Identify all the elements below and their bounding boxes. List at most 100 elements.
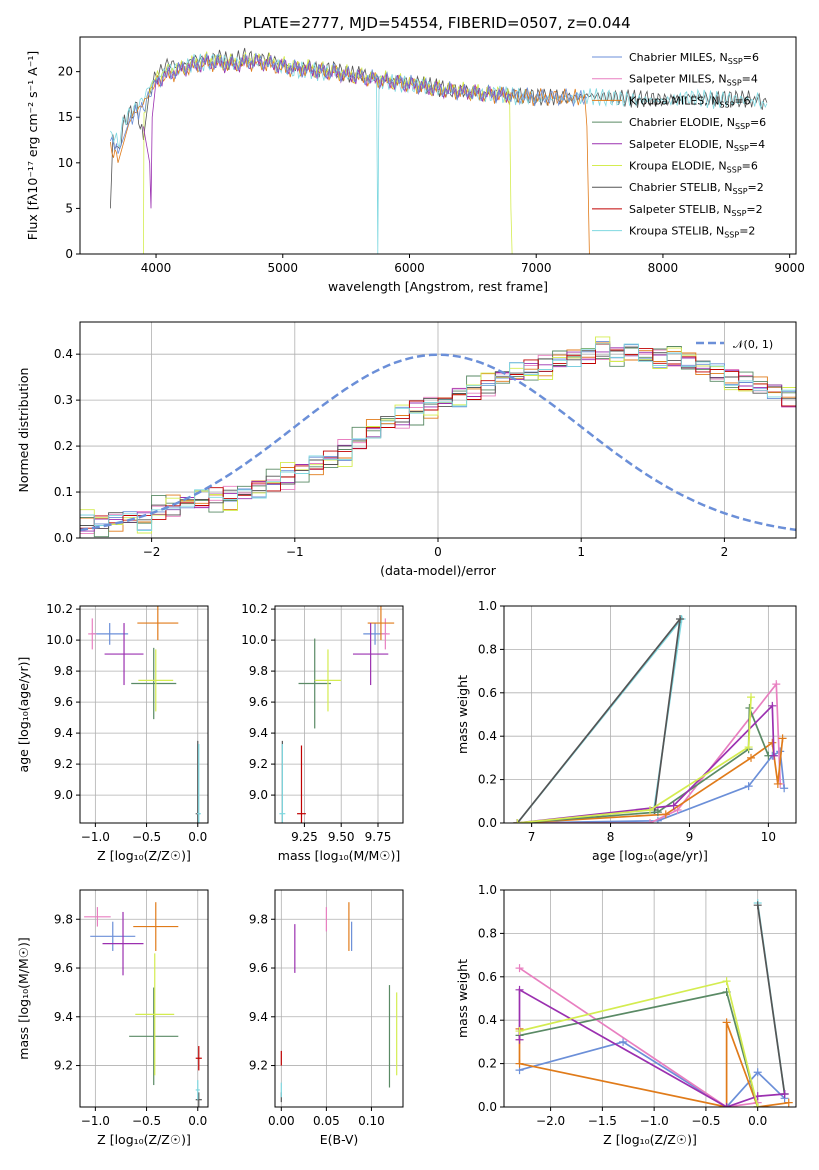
weight-marker-salpeter_elodie — [515, 985, 524, 994]
y-tick-label: 0.6 — [478, 970, 497, 984]
legend-entry-chabrier_miles: Chabrier MILES, NSSP=6 — [629, 51, 759, 66]
errorbar-kroupa_stelib — [195, 1080, 200, 1100]
x-axis-label: mass [log₁₀(M/M☉)] — [278, 848, 400, 863]
plot-area-massweight_vs_age — [513, 615, 789, 823]
weight-marker-kroupa_elodie — [515, 1027, 524, 1036]
x-tick-label: 0.0 — [748, 1114, 767, 1128]
weight-marker-chabrier_miles — [619, 1037, 628, 1046]
weight-line-chabrier_stelib — [756, 905, 786, 1095]
weight-marker-kroupa_miles — [784, 1098, 793, 1107]
axes-frame — [274, 605, 404, 824]
legend-entry-chabrier_stelib: Chabrier STELIB, NSSP=2 — [629, 181, 764, 196]
normal-curve — [80, 353, 796, 532]
weight-marker-salpeter_miles — [646, 819, 654, 823]
weight-marker-kroupa_miles — [515, 1059, 524, 1068]
y-tick-label: 9.2 — [249, 757, 268, 771]
axes-frame — [79, 36, 797, 255]
x-tick-label: −1.0 — [640, 1114, 669, 1128]
axes-frame — [274, 889, 404, 1108]
x-tick-label: 9 — [686, 830, 694, 844]
x-tick-label: 4000 — [141, 261, 172, 275]
x-tick-label: 7 — [528, 830, 536, 844]
x-axis-label: age [log₁₀(age/yr)] — [592, 848, 708, 863]
y-tick-label: 10.0 — [46, 633, 73, 647]
weight-marker-chabrier_miles — [753, 1068, 762, 1077]
errorbar-chabrier_elodie — [129, 987, 179, 1086]
y-tick-label: 0 — [65, 247, 73, 261]
y-tick-label: 0.0 — [54, 531, 73, 545]
x-tick-label: 0.05 — [313, 1114, 340, 1128]
errorbar-salpeter_stelib — [195, 1046, 202, 1071]
x-tick-label: 0.00 — [268, 1114, 295, 1128]
y-tick-label: 9.2 — [54, 757, 73, 771]
x-tick-label: −1.0 — [81, 830, 110, 844]
legend-entry-kroupa_miles: Kroupa MILES, NSSP=6 — [629, 94, 751, 109]
weight-marker-kroupa_elodie — [753, 1103, 762, 1107]
weight-marker-chabrier_elodie — [653, 808, 662, 817]
x-tick-label: −2.0 — [536, 1114, 565, 1128]
errorbar-chabrier_stelib — [195, 1092, 202, 1107]
spectrum-line-kroupa_miles — [110, 54, 590, 254]
plot-area-residuals — [80, 336, 796, 538]
legend-entry-kroupa_stelib: Kroupa STELIB, NSSP=2 — [629, 225, 755, 240]
y-tick-label: 0.8 — [478, 926, 497, 940]
errorbar-kroupa_elodie — [135, 953, 175, 1076]
errorbar-chabrier_elodie — [298, 638, 331, 729]
histogram-kroupa_miles — [80, 342, 796, 532]
y-tick-label: 10.0 — [241, 633, 268, 647]
weight-line-kroupa_miles — [517, 738, 784, 823]
weight-marker-kroupa_miles — [773, 779, 782, 788]
x-tick-label: 8000 — [648, 261, 679, 275]
histogram-chabrier_miles — [80, 341, 796, 531]
y-tick-label: 0.1 — [54, 485, 73, 499]
errorbar-salpeter_miles — [84, 907, 111, 927]
x-tick-label: −1.0 — [81, 1114, 110, 1128]
x-axis-label: E(B-V) — [320, 1132, 359, 1147]
errorbar-kroupa_elodie — [314, 649, 342, 712]
y-tick-label: 9.4 — [249, 1010, 268, 1024]
y-axis-label: mass [log₁₀(M/M☉)] — [16, 937, 31, 1059]
weight-line-salpeter_elodie — [517, 703, 775, 823]
legend-entry-salpeter_stelib: Salpeter STELIB, NSSP=2 — [629, 203, 763, 218]
weight-marker-kroupa_miles — [778, 734, 787, 743]
weight-marker-kroupa_miles — [661, 810, 670, 819]
weight-marker-kroupa_elodie — [646, 805, 654, 814]
y-tick-label: 0.3 — [54, 393, 73, 407]
weight-line-chabrier_elodie — [517, 707, 770, 823]
y-tick-label: 0.2 — [478, 1057, 497, 1071]
x-tick-label: 9.75 — [365, 830, 392, 844]
y-tick-label: 15 — [58, 110, 73, 124]
x-axis-label: Z [log₁₀(Z/Z☉)] — [97, 1132, 191, 1147]
plot-area-mass_vs_EBV — [280, 902, 398, 1103]
weight-marker-salpeter_elodie — [669, 801, 678, 810]
errorbar-kroupa_miles — [137, 606, 179, 641]
histogram-chabrier_stelib — [80, 346, 796, 529]
y-tick-label: 9.0 — [54, 788, 73, 802]
weight-marker-kroupa_miles — [747, 753, 756, 762]
histogram-salpeter_miles — [80, 346, 796, 534]
weight-marker-chabrier_elodie — [745, 703, 754, 712]
spectrum-line-chabrier_miles — [110, 52, 588, 154]
axes-residuals: −2 −1 0 1 2 0.0 0.1 0.2 0.3 0.4 (data-model)/error… — [16, 321, 797, 578]
axes-massweight_vs_age: 7 8 9 10 0.0 0.2 0.4 0.6 0.8 1.0 age [log₁₀(age/yr… — [455, 599, 797, 863]
x-tick-label: −0.5 — [132, 1114, 161, 1128]
y-tick-label: 1.0 — [478, 883, 497, 897]
y-axis-label: mass weight — [455, 675, 470, 754]
x-tick-label: 6000 — [394, 261, 425, 275]
y-tick-label: 0.4 — [54, 347, 73, 361]
histogram-salpeter_elodie — [80, 347, 796, 532]
weight-marker-salpeter_elodie — [722, 1103, 731, 1107]
errorbar-kroupa_elodie — [138, 649, 174, 712]
plot-area-massweight_vs_Z — [515, 899, 793, 1107]
y-tick-label: 9.8 — [249, 664, 268, 678]
y-tick-label: 9.2 — [54, 1059, 73, 1073]
y-axis-label: age [log₁₀(age/yr)] — [16, 657, 31, 773]
y-tick-label: 1.0 — [478, 599, 497, 613]
spectrum-line-salpeter_elodie — [143, 53, 512, 209]
y-tick-label: 10.2 — [46, 602, 73, 616]
x-tick-label: 9000 — [774, 261, 805, 275]
spectrum-line-kroupa_elodie — [142, 51, 513, 254]
weight-marker-salpeter_elodie — [769, 751, 778, 760]
weight-marker-kroupa_elodie — [513, 819, 522, 823]
x-tick-label: 0.10 — [358, 1114, 385, 1128]
